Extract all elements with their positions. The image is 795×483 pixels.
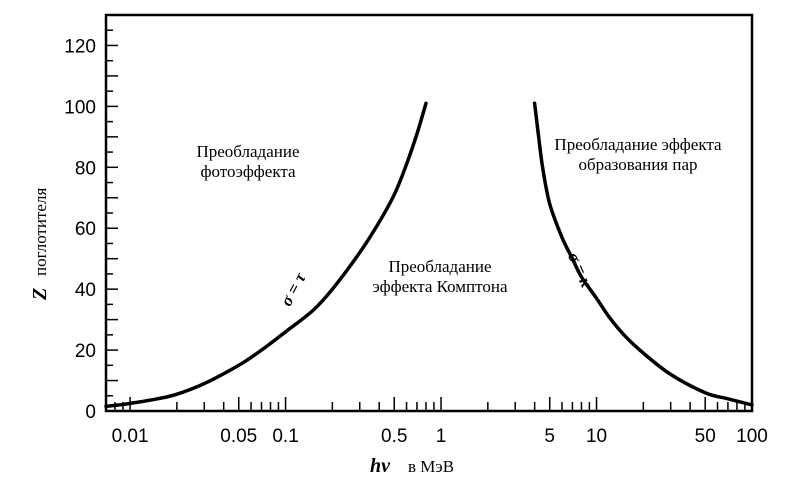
- y-axis-title-symbol: Z: [29, 288, 51, 301]
- x-tick-label: 0.01: [112, 426, 149, 447]
- annotation-compton: Преобладание эффекта Комптона: [372, 257, 507, 296]
- annotation-pair: Преобладание эффекта образования пар: [554, 135, 722, 174]
- y-tick-label: 40: [75, 280, 96, 301]
- y-axis-title-text: поглотителя: [31, 188, 50, 276]
- annotation-photo-line-2: фотоэффекта: [200, 162, 296, 181]
- annotation-photo-line-1: Преобладание: [196, 142, 299, 161]
- annotation-photo: Преобладание фотоэффекта: [196, 142, 299, 181]
- x-tick-label: 5: [544, 426, 555, 447]
- x-tick-label: 1: [436, 426, 447, 447]
- x-tick-label: 100: [736, 426, 768, 447]
- annotation-pair-line-1: Преобладание эффекта: [554, 135, 722, 154]
- x-tick-label: 50: [695, 426, 716, 447]
- curve-label-photo: σ = τ: [277, 269, 310, 309]
- x-tick-label: 0.5: [381, 426, 407, 447]
- x-axis-title: hν в МэВ: [370, 455, 454, 477]
- y-tick-label: 120: [64, 36, 96, 57]
- annotation-compton-line-1: Преобладание: [388, 257, 491, 276]
- y-tick-label: 100: [64, 97, 96, 118]
- y-axis-title: Z поглотителя: [29, 188, 51, 301]
- annotation-pair-line-2: образования пар: [578, 155, 697, 174]
- x-axis-title-text: в МэВ: [408, 457, 454, 476]
- curve-label-pair: σ = κ: [564, 249, 597, 291]
- x-tick-label: 10: [586, 426, 607, 447]
- y-tick-label: 20: [75, 341, 96, 362]
- x-axis-ticks: 0.01 0.05 0.1 0.5 1 5 10 50 100: [105, 397, 768, 447]
- y-tick-label: 80: [75, 158, 96, 179]
- x-tick-label: 0.1: [272, 426, 298, 447]
- curves: [104, 101, 754, 409]
- plot-frame: [104, 13, 754, 413]
- x-axis-title-symbol: hν: [370, 455, 391, 477]
- x-tick-label: 0.05: [220, 426, 257, 447]
- curve-compton-pair: [532, 101, 754, 407]
- y-tick-label: 60: [75, 219, 96, 240]
- annotation-compton-line-2: эффекта Комптона: [372, 277, 507, 296]
- curve-photo-compton: [104, 101, 428, 409]
- y-tick-label: 0: [85, 402, 96, 423]
- y-axis-ticks: 0 20 40 60 80 100 120: [64, 14, 118, 423]
